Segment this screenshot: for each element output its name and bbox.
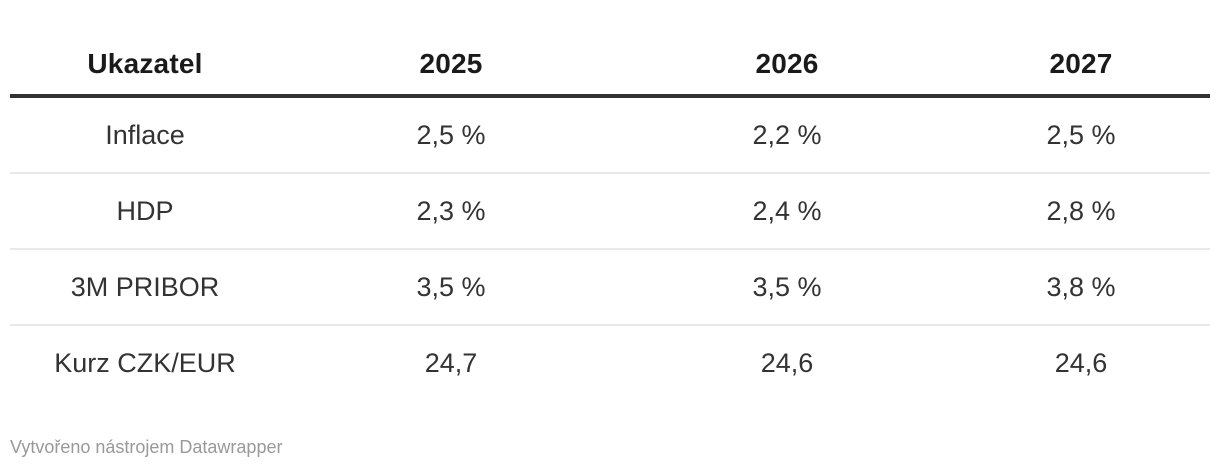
value-cell: 2,5 % bbox=[280, 96, 622, 174]
value-cell: 2,5 % bbox=[952, 96, 1210, 174]
value-cell: 3,8 % bbox=[952, 249, 1210, 326]
attribution-footer: Vytvořeno nástrojem Datawrapper bbox=[10, 437, 1210, 458]
table-row-3m-pribor: 3M PRIBOR 3,5 % 3,5 % 3,8 % bbox=[10, 249, 1210, 326]
table-container: Ukazatel 2025 2026 2027 Inflace 2,5 % 2,… bbox=[10, 33, 1210, 400]
row-label-cell: Inflace bbox=[10, 96, 280, 174]
row-label-cell: Kurz CZK/EUR bbox=[54, 347, 236, 378]
col-header-indicator: Ukazatel bbox=[10, 33, 280, 98]
value-cell: 3,5 % bbox=[622, 249, 952, 326]
table-row-hdp: HDP 2,3 % 2,4 % 2,8 % bbox=[10, 173, 1210, 250]
value-cell: 2,4 % bbox=[622, 173, 952, 250]
value-cell: 3,5 % bbox=[280, 249, 622, 326]
value-cell: 2,2 % bbox=[622, 96, 952, 174]
col-header-year-2025: 2025 bbox=[280, 33, 622, 98]
col-header-year-2026: 2026 bbox=[622, 33, 952, 98]
header-row: Ukazatel 2025 2026 2027 bbox=[10, 33, 1210, 98]
table-header: Ukazatel 2025 2026 2027 bbox=[10, 33, 1210, 98]
table-row-kurz-czk-eur: Kurz CZK/EUR 24,7 24,6 24,6 bbox=[10, 325, 1210, 400]
col-header-year-2027: 2027 bbox=[952, 33, 1210, 98]
row-label-cell: 3M PRIBOR bbox=[10, 249, 280, 326]
indicators-table: Ukazatel 2025 2026 2027 Inflace 2,5 % 2,… bbox=[10, 33, 1210, 400]
table-body: Inflace 2,5 % 2,2 % 2,5 % HDP 2,3 % 2,4 … bbox=[10, 96, 1210, 400]
value-cell: 24,6 bbox=[760, 347, 814, 378]
datawrapper-attribution-link[interactable]: Vytvořeno nástrojem Datawrapper bbox=[10, 437, 283, 457]
table-row-inflace: Inflace 2,5 % 2,2 % 2,5 % bbox=[10, 96, 1210, 174]
value-cell: 2,3 % bbox=[280, 173, 622, 250]
value-cell: 24,6 bbox=[1054, 347, 1108, 378]
value-cell: 24,7 bbox=[424, 347, 478, 378]
value-cell: 2,8 % bbox=[952, 173, 1210, 250]
row-label-cell: HDP bbox=[10, 173, 280, 250]
